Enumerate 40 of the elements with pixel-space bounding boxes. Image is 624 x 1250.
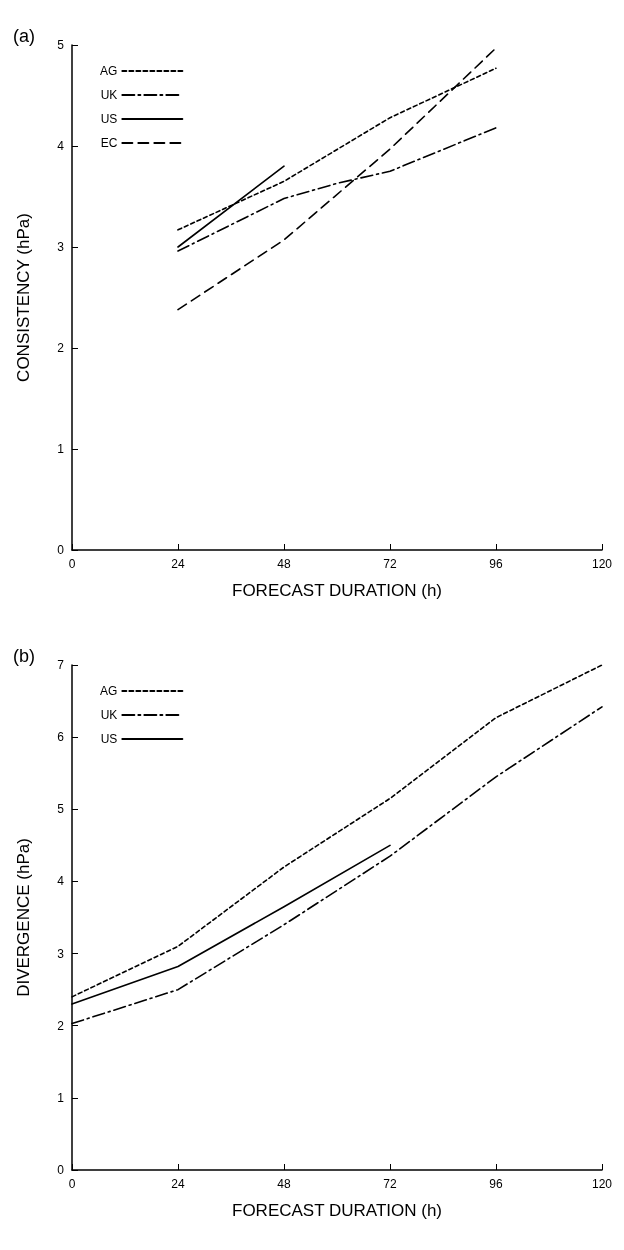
y-tick-label: 5 [57,802,65,817]
y-tick-label: 6 [57,730,65,745]
x-tick-label: 120 [591,1177,613,1191]
y-tick-label: 3 [57,240,65,254]
x-tick-label: 48 [277,1177,291,1191]
legend-label: US [100,732,118,746]
x-tick-label: 72 [383,557,397,571]
y-tick-label: 1 [57,1090,65,1105]
y-tick-label: 5 [57,38,65,52]
y-tick-label: 1 [57,442,65,456]
legend-label: US [100,112,118,126]
x-axis-title: FORECAST DURATION (h) [232,581,442,600]
x-tick-label: 48 [277,557,291,571]
x-tick-label: 96 [489,1177,503,1191]
y-tick-label: 0 [57,1163,65,1177]
legend-label: UK [100,88,118,102]
legend-label: AG [99,684,118,698]
x-tick-label: 72 [383,1177,397,1191]
legend-label: UK [100,708,118,722]
y-tick-label: 2 [57,1018,65,1033]
x-tick-label: 0 [68,557,76,571]
y-axis-title: CONSISTENCY (hPa) [14,213,33,382]
y-tick-label: 3 [57,946,65,961]
line-series [177,47,497,311]
x-tick-label: 24 [171,557,185,571]
y-axis-title: DIVERGENCE (hPa) [14,838,33,997]
y-tick-label: 0 [57,543,65,557]
y-tick-label: 7 [57,658,65,672]
chart-title: (b) [13,646,35,666]
y-tick-label: 2 [57,341,65,355]
y-tick-label: 4 [57,139,65,153]
y-tick-label: 4 [57,874,65,889]
x-tick-label: 96 [489,557,503,571]
chart-title: (a) [13,26,35,46]
legend-label: AG [99,64,118,78]
x-tick-label: 120 [591,557,613,571]
x-axis-title: FORECAST DURATION (h) [232,1201,442,1220]
x-tick-label: 24 [171,1177,185,1191]
legend-label: EC [100,136,118,150]
x-tick-label: 0 [68,1177,76,1191]
